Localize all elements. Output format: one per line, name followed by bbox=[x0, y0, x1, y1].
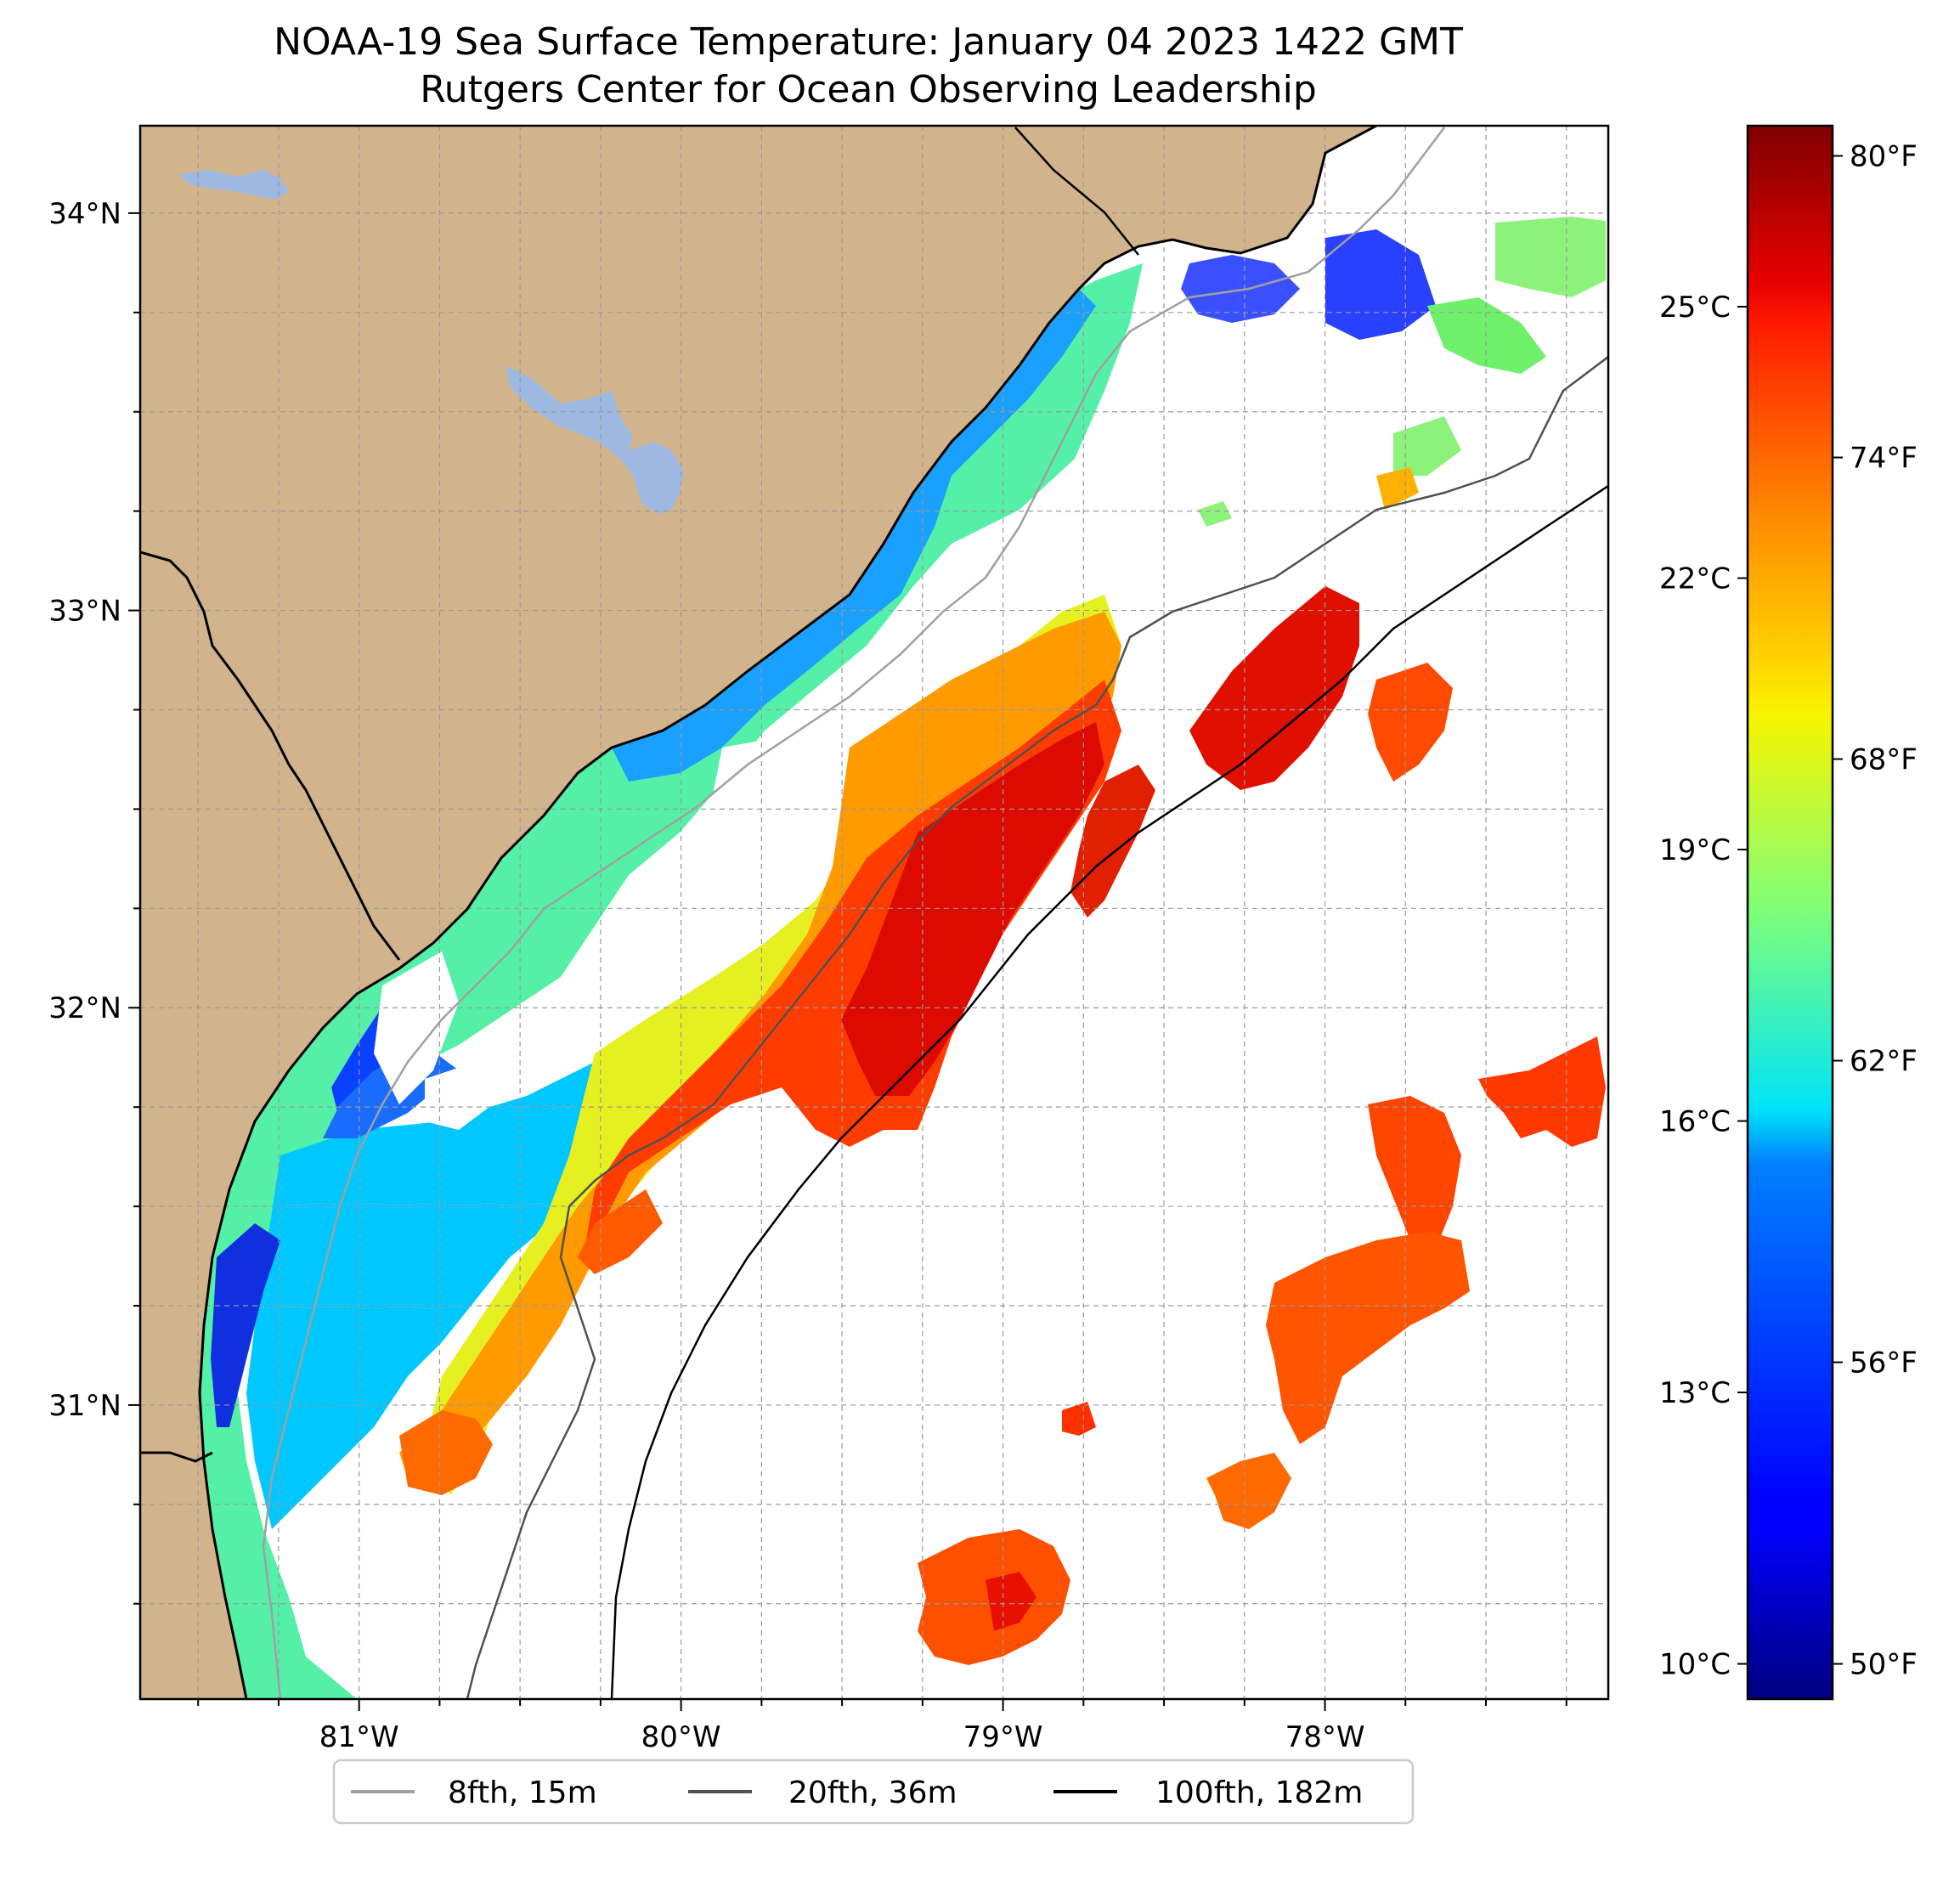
colorbar-label-25c: 25°C bbox=[1659, 291, 1731, 325]
latitude-labels: 34°N 33°N 32°N 31°N bbox=[48, 197, 121, 1423]
axis-ticks bbox=[128, 212, 1567, 1711]
coastline bbox=[198, 126, 1377, 1699]
colorbar-label-56f: 56°F bbox=[1850, 1346, 1918, 1380]
colorbar-label-80f: 80°F bbox=[1850, 140, 1918, 174]
lake-marion bbox=[506, 365, 684, 514]
land-mass bbox=[140, 126, 1376, 1699]
colorbar-ticks bbox=[1737, 155, 1843, 1665]
contour-100fth bbox=[610, 484, 1608, 1699]
map-subtitle: Rutgers Center for Ocean Observing Leade… bbox=[420, 68, 1317, 111]
colorbar-label-50f: 50°F bbox=[1850, 1648, 1918, 1682]
legend-box bbox=[332, 1759, 1415, 1825]
lat-label-33n: 33°N bbox=[48, 595, 121, 629]
colorbar-label-74f: 74°F bbox=[1850, 442, 1918, 476]
legend-label-8fth: 8fth, 15m bbox=[448, 1776, 597, 1810]
longitude-labels: 81°W 80°W 79°W 78°W bbox=[319, 1720, 1365, 1754]
colorbar-label-22c: 22°C bbox=[1659, 562, 1731, 596]
contour-8fth bbox=[262, 127, 1445, 1699]
state-border-fl-ga bbox=[140, 1451, 213, 1463]
contour-legend: 8fth, 15m 20fth, 36m 100fth, 182m bbox=[332, 1759, 1415, 1825]
colorbar-label-16c: 16°C bbox=[1659, 1105, 1731, 1139]
lake-northwest bbox=[178, 170, 289, 200]
contour-20fth bbox=[466, 356, 1608, 1699]
colorbar-label-13c: 13°C bbox=[1659, 1376, 1731, 1410]
map-frame bbox=[138, 124, 1610, 1701]
colorbar-label-10c: 10°C bbox=[1659, 1648, 1731, 1682]
lat-label-34n: 34°N bbox=[48, 197, 121, 231]
lat-label-32n: 32°N bbox=[48, 991, 121, 1025]
colorbar-label-68f: 68°F bbox=[1850, 743, 1918, 777]
legend-label-20fth: 20fth, 36m bbox=[788, 1776, 957, 1810]
state-border-ga-sc bbox=[140, 550, 401, 961]
lat-label-31n: 31°N bbox=[48, 1389, 121, 1423]
map-title: NOAA-19 Sea Surface Temperature: January… bbox=[274, 20, 1463, 64]
lon-label-79w: 79°W bbox=[963, 1720, 1043, 1754]
lon-label-78w: 78°W bbox=[1285, 1720, 1365, 1754]
map-panel bbox=[140, 126, 1608, 1699]
legend-label-100fth: 100fth, 182m bbox=[1155, 1776, 1363, 1810]
sst-field bbox=[200, 217, 1606, 1699]
colorbar-label-19c: 19°C bbox=[1659, 833, 1731, 867]
colorbar: 10°C 13°C 16°C 19°C 22°C 25°C 50°F 56°F … bbox=[1659, 124, 1918, 1701]
graticule-grid bbox=[140, 126, 1608, 1699]
colorbar-label-62f: 62°F bbox=[1850, 1045, 1918, 1079]
colorbar-gradient bbox=[1746, 124, 1834, 1701]
lon-label-81w: 81°W bbox=[319, 1720, 399, 1754]
state-border-sc-nc bbox=[1014, 127, 1139, 256]
lon-label-80w: 80°W bbox=[641, 1720, 721, 1754]
